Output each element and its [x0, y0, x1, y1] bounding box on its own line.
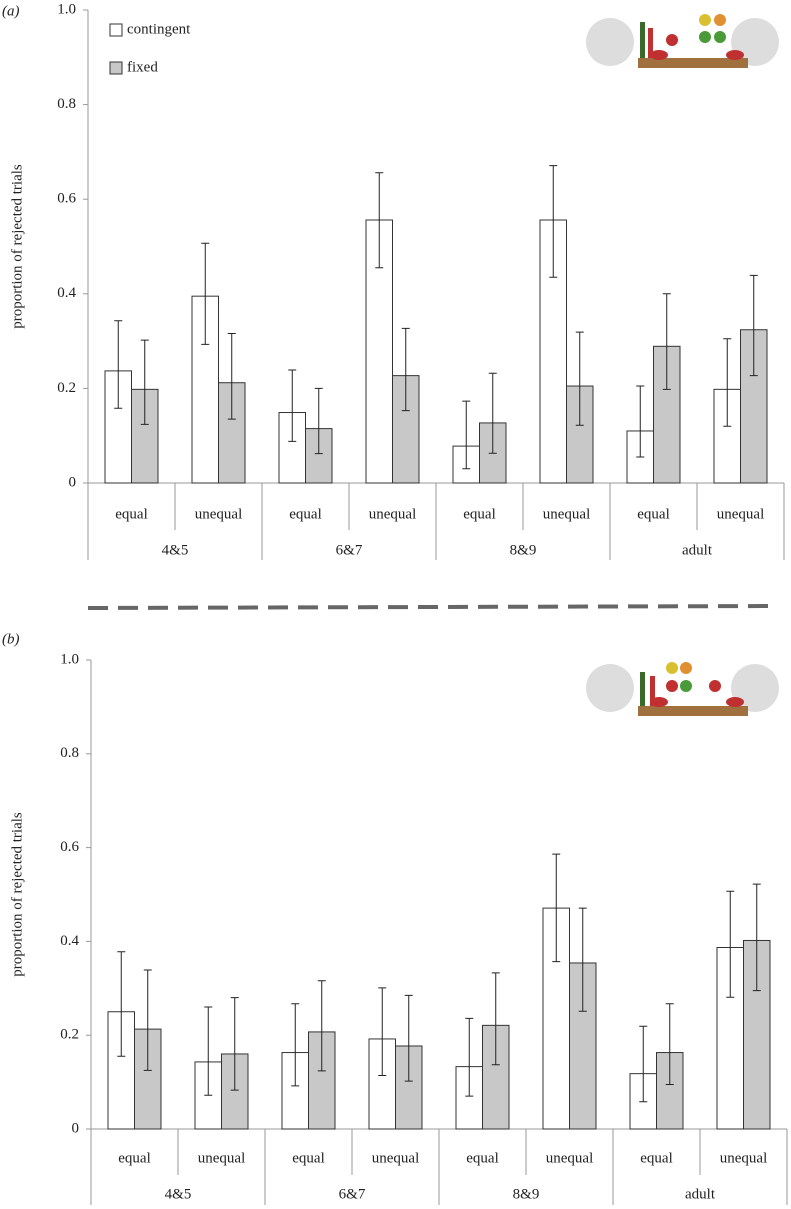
group-label: 6&7 — [336, 542, 363, 558]
group-label: 4&5 — [165, 1186, 192, 1202]
error-bar — [639, 1025, 648, 1103]
x-tick-label: equal — [463, 506, 495, 522]
error-bar — [552, 853, 561, 963]
x-tick-label: equal — [292, 1150, 324, 1166]
error-bar — [491, 972, 500, 1066]
x-tick-label: unequal — [372, 1150, 419, 1166]
panel-label: (b) — [2, 631, 20, 647]
error-bar — [749, 274, 758, 377]
error-bar — [288, 369, 297, 442]
illustration — [586, 662, 779, 716]
y-tick-label: 0.8 — [57, 96, 76, 112]
error-bar — [230, 997, 239, 1091]
error-bar — [575, 331, 584, 426]
error-bar — [291, 1003, 300, 1087]
x-tick-label: equal — [637, 506, 669, 522]
x-tick-label: unequal — [198, 1150, 245, 1166]
legend-swatch — [109, 23, 123, 37]
y-tick-label: 0.2 — [60, 1027, 79, 1043]
x-tick-label: unequal — [546, 1150, 593, 1166]
group-label: 8&9 — [510, 542, 537, 558]
group-label: 6&7 — [339, 1186, 366, 1202]
group-label: 4&5 — [162, 542, 189, 558]
error-bar — [227, 333, 236, 420]
y-tick-label: 0.2 — [57, 380, 76, 396]
x-tick-label: unequal — [543, 506, 590, 522]
error-bar — [143, 969, 152, 1071]
error-bar — [314, 387, 323, 455]
error-bar — [378, 987, 387, 1077]
y-tick-label: 1.0 — [57, 1, 76, 17]
y-axis-label: proportion of rejected trials — [9, 812, 25, 977]
x-tick-label: unequal — [717, 506, 764, 522]
y-tick-label: 0.4 — [60, 933, 79, 949]
error-bar — [636, 385, 645, 458]
y-tick-label: 0.6 — [60, 839, 79, 855]
error-bar — [752, 883, 761, 992]
legend-label: fixed — [127, 59, 158, 75]
y-tick-label: 0.4 — [57, 285, 76, 301]
error-bar — [665, 1003, 674, 1085]
error-bar — [140, 339, 149, 425]
y-tick-label: 0 — [72, 1120, 80, 1136]
y-tick-label: 1.0 — [60, 651, 79, 667]
error-bar — [404, 994, 413, 1082]
error-bar — [401, 327, 410, 412]
group-label: 8&9 — [513, 1186, 540, 1202]
illustration — [586, 14, 779, 68]
error-bar — [549, 165, 558, 278]
x-tick-label: equal — [640, 1150, 672, 1166]
group-label: adult — [682, 542, 713, 558]
group-label: adult — [685, 1186, 716, 1202]
error-bar — [723, 338, 732, 427]
bar — [221, 1053, 249, 1130]
x-tick-label: equal — [118, 1150, 150, 1166]
error-bar — [317, 980, 326, 1072]
legend-swatch — [109, 61, 123, 75]
x-tick-label: unequal — [195, 506, 242, 522]
y-tick-label: 0 — [69, 474, 77, 490]
error-bar — [462, 400, 471, 470]
error-bar — [117, 951, 126, 1057]
error-bar — [465, 1017, 474, 1097]
panel-divider — [87, 604, 779, 610]
error-bar — [488, 372, 497, 454]
y-tick-label: 0.6 — [57, 191, 76, 207]
error-bar — [204, 1006, 213, 1096]
x-tick-label: equal — [466, 1150, 498, 1166]
error-bar — [114, 320, 123, 409]
x-tick-label: equal — [115, 506, 147, 522]
error-bar — [375, 172, 384, 269]
x-tick-label: equal — [289, 506, 321, 522]
x-tick-label: unequal — [720, 1150, 767, 1166]
error-bar — [578, 907, 587, 1012]
error-bar — [201, 242, 210, 345]
y-axis-label: proportion of rejected trials — [9, 164, 25, 329]
legend-label: contingent — [127, 21, 191, 37]
panel-label: (a) — [2, 3, 20, 19]
error-bar — [726, 890, 735, 998]
x-tick-label: unequal — [369, 506, 416, 522]
error-bar — [662, 293, 671, 390]
y-tick-label: 0.8 — [60, 745, 79, 761]
